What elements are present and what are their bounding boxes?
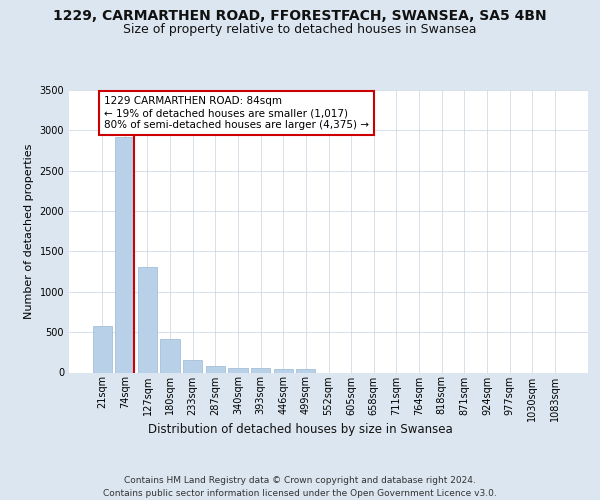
Text: 1229 CARMARTHEN ROAD: 84sqm
← 19% of detached houses are smaller (1,017)
80% of : 1229 CARMARTHEN ROAD: 84sqm ← 19% of det… [104,96,369,130]
Bar [183,360,202,372]
Bar [229,368,248,372]
Text: 1229, CARMARTHEN ROAD, FFORESTFACH, SWANSEA, SA5 4BN: 1229, CARMARTHEN ROAD, FFORESTFACH, SWAN… [53,9,547,23]
Bar [274,369,293,372]
Bar [296,370,316,372]
Bar [160,340,180,372]
Text: Contains HM Land Registry data © Crown copyright and database right 2024.
Contai: Contains HM Land Registry data © Crown c… [103,476,497,498]
Bar [251,368,270,372]
Text: Size of property relative to detached houses in Swansea: Size of property relative to detached ho… [123,22,477,36]
Bar [138,267,157,372]
Bar [115,137,134,372]
Text: Distribution of detached houses by size in Swansea: Distribution of detached houses by size … [148,422,452,436]
Bar [92,326,112,372]
Y-axis label: Number of detached properties: Number of detached properties [24,144,34,319]
Bar [206,366,225,372]
